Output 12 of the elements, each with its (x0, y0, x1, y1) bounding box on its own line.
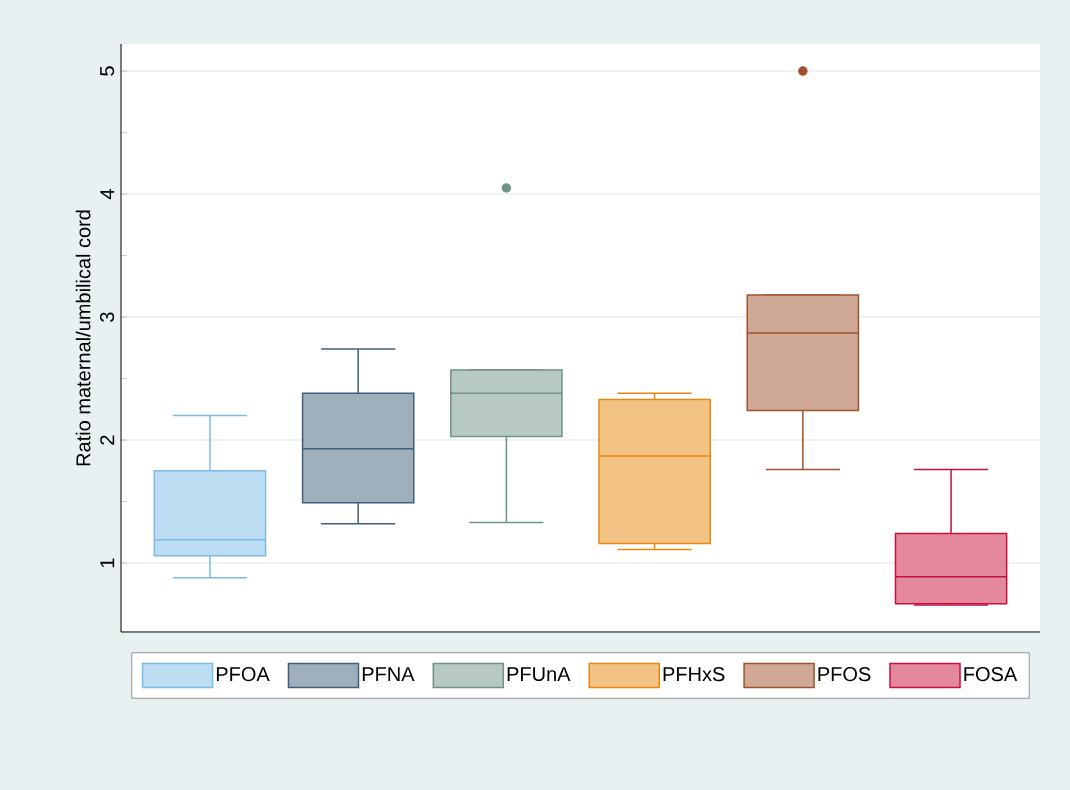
y-tick-label: 1 (100, 558, 115, 568)
legend-label: PFHxS (663, 667, 725, 682)
y-tick-label: 4 (100, 189, 115, 200)
legend-label: PFNA (362, 667, 415, 681)
y-tick-label: 3 (99, 312, 115, 322)
legend-label: FOSA (964, 667, 1018, 682)
legend-label: PFOA (216, 667, 270, 682)
y-tick-label: 2 (100, 435, 115, 445)
legend-label: PFOS (818, 667, 871, 682)
legend-label: PFUnA (507, 667, 571, 682)
y-tick-label: 5 (100, 66, 115, 76)
y-axis-title: Ratio maternal/umbilical cord (75, 210, 91, 466)
